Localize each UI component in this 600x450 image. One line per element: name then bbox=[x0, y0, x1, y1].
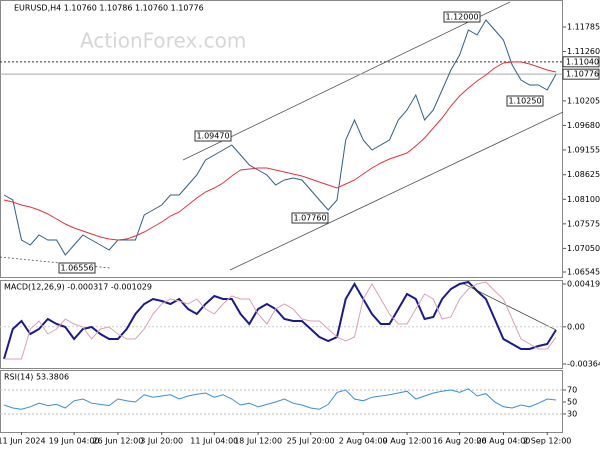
series-line bbox=[3, 19, 557, 256]
level-label: 1.11040 bbox=[566, 57, 599, 66]
y-tick-label: 1.09155 bbox=[567, 145, 600, 154]
annotation: 1.10250 bbox=[508, 97, 541, 106]
y-tick-label: 1.07575 bbox=[567, 219, 600, 228]
price-panel bbox=[0, 0, 563, 278]
x-tick-label: 19 Jun 04:00 bbox=[49, 437, 100, 446]
annotation-box bbox=[291, 212, 329, 224]
y-tick-label: -0.003644 bbox=[567, 359, 600, 368]
x-tick-label: 11 Jul 04:00 bbox=[190, 437, 238, 446]
annotation: 1.12000 bbox=[445, 13, 478, 22]
chart-title: EURUSD,H4 1.10760 1.10786 1.10760 1.1077… bbox=[14, 4, 204, 13]
series-line bbox=[3, 280, 557, 360]
macd-panel bbox=[0, 280, 563, 369]
macd-title: MACD(12,26,9) -0.000317 -0.001029 bbox=[4, 283, 152, 292]
y-tick-label: 1.09680 bbox=[567, 121, 600, 130]
annotation-box bbox=[443, 11, 481, 23]
annotation: 1.09470 bbox=[196, 132, 229, 141]
series-line bbox=[3, 61, 557, 241]
x-tick-label: 11 Jun 2024 bbox=[0, 437, 46, 446]
annotation-box bbox=[58, 262, 96, 274]
y-tick-label: 1.07050 bbox=[567, 244, 600, 253]
annotation: 1.07760 bbox=[293, 214, 326, 223]
series-line bbox=[4, 281, 557, 360]
price-label: 1.10776 bbox=[566, 70, 599, 79]
y-tick-label: 30 bbox=[567, 410, 577, 419]
x-tick-label: 26 Jun 12:00 bbox=[92, 437, 143, 446]
x-tick-label: 16 Aug 20:00 bbox=[433, 437, 487, 446]
series-line bbox=[3, 388, 557, 410]
y-tick-label: 1.11260 bbox=[567, 47, 600, 56]
channel-lower bbox=[229, 111, 564, 271]
x-tick-label: 25 Jul 20:00 bbox=[287, 437, 335, 446]
watermark: ActionForex.com bbox=[80, 29, 246, 53]
y-tick-label: 1.10205 bbox=[567, 96, 600, 105]
y-tick-label: 0.00 bbox=[567, 322, 585, 331]
annotation-box bbox=[194, 130, 232, 142]
x-tick-label: 2 Sep 12:00 bbox=[523, 437, 571, 446]
y-tick-label: 50 bbox=[567, 398, 577, 407]
annotation: 1.06556 bbox=[60, 264, 93, 273]
x-tick-label: 3 Jul 20:00 bbox=[140, 437, 183, 446]
level-box bbox=[562, 56, 600, 68]
x-tick-label: 2 Aug 04:00 bbox=[339, 437, 388, 446]
y-tick-label: 1.08625 bbox=[567, 170, 600, 179]
y-tick-label: 1.06545 bbox=[567, 268, 600, 277]
channel-upper bbox=[182, 1, 511, 161]
rsi-title: RSI(14) 53.3806 bbox=[4, 373, 69, 382]
x-tick-label: 26 Aug 04:00 bbox=[476, 437, 530, 446]
y-tick-label: 1.08100 bbox=[567, 195, 600, 204]
price-box bbox=[562, 68, 600, 80]
annotation-box bbox=[506, 95, 544, 107]
rsi-panel bbox=[0, 370, 563, 433]
y-tick-label: 70 bbox=[567, 386, 577, 395]
y-tick-label: 1.11785 bbox=[567, 22, 600, 31]
x-tick-label: 9 Aug 12:00 bbox=[383, 437, 432, 446]
x-tick-label: 18 Jul 12:00 bbox=[234, 437, 282, 446]
y-tick-label: 0.004195 bbox=[567, 280, 600, 289]
